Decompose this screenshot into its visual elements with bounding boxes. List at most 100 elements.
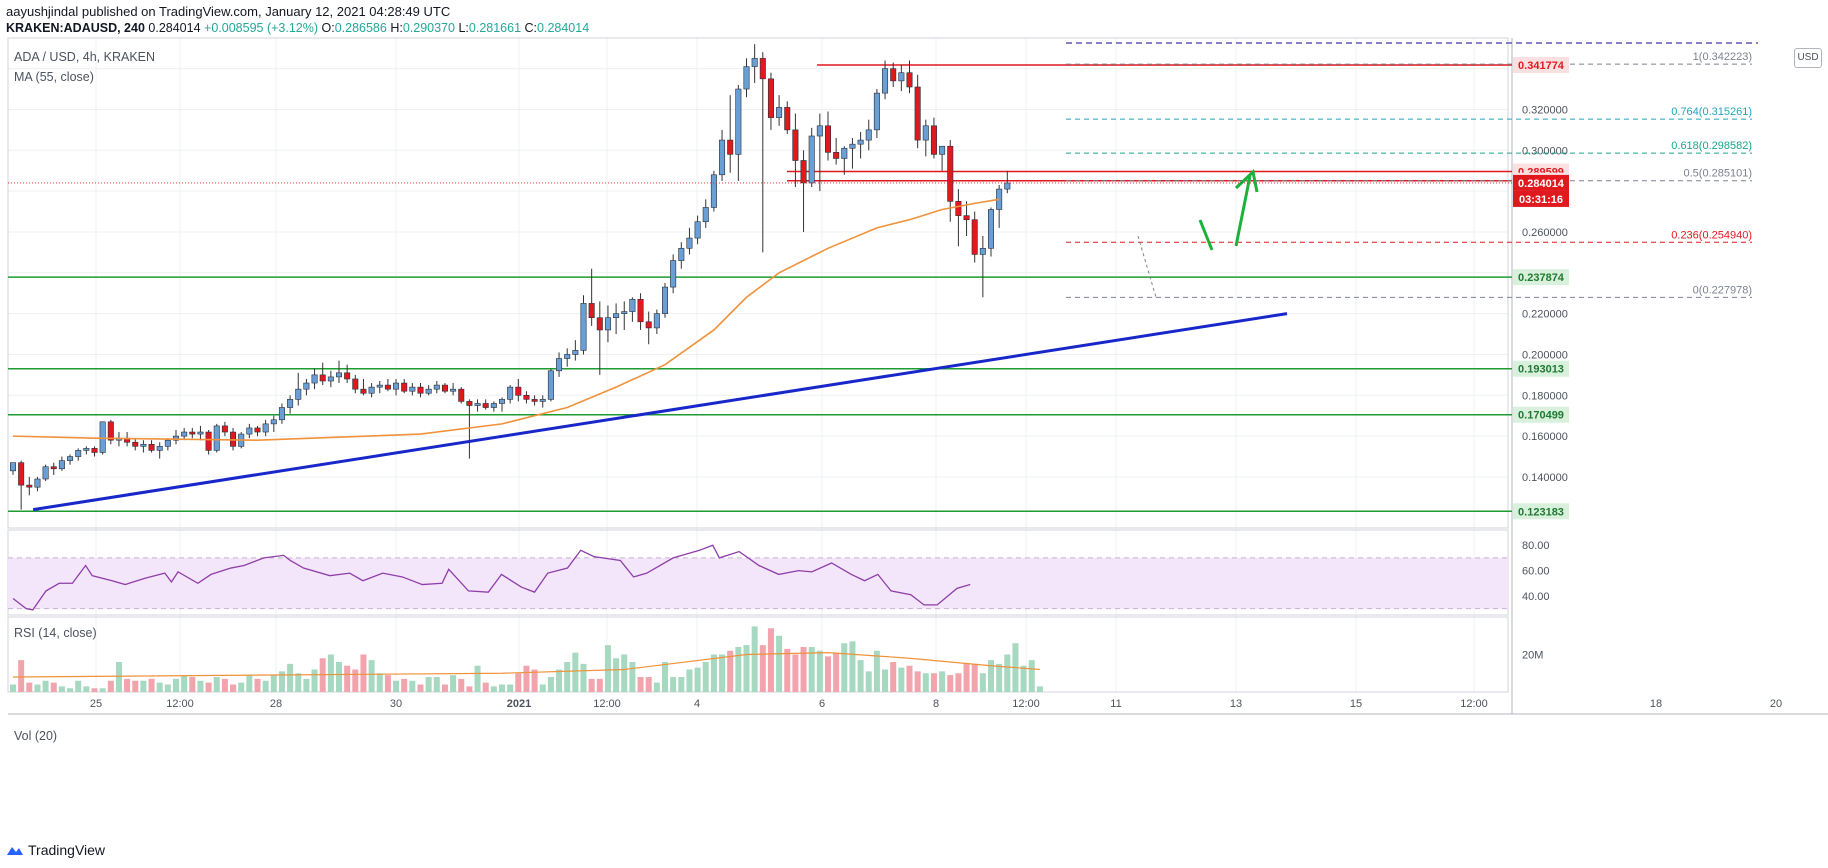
x-tick-label: 12:00 <box>593 698 621 710</box>
volume-bar <box>873 650 880 692</box>
candle-body <box>898 72 905 82</box>
volume-bar <box>865 671 872 692</box>
candle-body <box>205 431 212 451</box>
fib-label: 0.236(0.254940) <box>1671 229 1752 241</box>
volume-bar <box>205 682 212 692</box>
candle-body <box>694 221 701 239</box>
volume-bar <box>287 663 294 692</box>
y-tick-label: 0.320000 <box>1522 104 1568 116</box>
volume-bar <box>727 650 734 692</box>
rsi-tick-label: 40.00 <box>1522 591 1550 603</box>
volume-bar <box>474 665 481 692</box>
volume-bar <box>988 660 994 692</box>
volume-bar <box>849 641 856 692</box>
x-tick-label: 18 <box>1650 698 1662 710</box>
volume-bar <box>792 654 799 692</box>
y-tick-label: 0.180000 <box>1522 390 1568 402</box>
candle-body <box>254 427 261 433</box>
fib-trend-connector <box>1137 235 1157 298</box>
candle-body <box>661 286 668 314</box>
candle-body <box>719 139 726 176</box>
volume-bar <box>344 665 351 692</box>
pane-frame <box>7 616 1509 693</box>
candle-body <box>678 247 685 261</box>
candle-body <box>26 484 33 488</box>
volume-bar <box>189 677 196 692</box>
currency-button[interactable]: USD <box>1794 48 1822 68</box>
volume-bar <box>1004 654 1011 692</box>
volume-ma-line <box>12 652 1040 678</box>
ma-path <box>12 198 1000 442</box>
volume-bar <box>230 684 237 692</box>
candle-body <box>498 399 505 404</box>
last-price-tag-bg <box>1513 174 1569 191</box>
volume-bar <box>1028 660 1035 692</box>
volume-bar <box>776 635 783 692</box>
candle-body <box>458 388 465 402</box>
candle-body <box>547 370 554 400</box>
candle-body <box>246 427 253 435</box>
volume-bar <box>425 677 432 692</box>
volume-bar <box>140 680 147 692</box>
horizontal-levels <box>8 42 1758 513</box>
volume-bar <box>515 673 522 692</box>
candle-body <box>278 407 285 421</box>
footer-brand[interactable]: TradingView <box>6 842 105 858</box>
candle-body <box>751 58 758 67</box>
candle-body <box>327 376 334 382</box>
candle-body <box>433 384 440 390</box>
candle-body <box>213 425 220 451</box>
volume-bar <box>653 682 660 692</box>
candle-body <box>930 125 937 155</box>
candle-body <box>686 237 693 249</box>
candle-body <box>450 388 457 392</box>
symbol-bar: KRAKEN:ADAUSD, 240 0.284014 +0.008595 (+… <box>6 21 589 35</box>
candle-body <box>189 431 196 435</box>
volume-bar <box>336 662 342 692</box>
fib-label: 1(0.342223) <box>1693 51 1752 63</box>
volume-bar <box>10 684 16 692</box>
candle-body <box>971 219 978 255</box>
candle-body <box>914 86 921 141</box>
volume-bar <box>368 660 375 692</box>
open-label: O: <box>321 21 335 35</box>
volume-bar <box>808 647 815 692</box>
volume-bar <box>393 680 400 692</box>
volume-bar <box>311 669 318 692</box>
candle-body <box>303 382 310 390</box>
x-tick-label: 4 <box>694 698 700 710</box>
volume-bar <box>67 688 74 692</box>
rsi-tick-label: 60.00 <box>1522 566 1550 578</box>
volume-bar <box>270 675 277 692</box>
volume-bar <box>295 673 302 692</box>
candle-body <box>947 145 954 202</box>
volume-bar <box>596 678 603 692</box>
candle-body <box>955 201 962 216</box>
volume-bar <box>75 680 82 692</box>
volume-bar <box>841 643 848 692</box>
volume-bar <box>409 680 416 692</box>
candle-body <box>140 443 147 447</box>
candle-body <box>531 399 538 402</box>
candle-body <box>417 386 424 394</box>
price-tag-bg <box>1513 269 1569 286</box>
candle-body <box>653 313 660 329</box>
candle-body <box>18 462 25 486</box>
open-value: 0.286586 <box>334 21 387 35</box>
price-tag: 0.123183 <box>1518 506 1564 518</box>
volume-bar <box>743 645 750 692</box>
candle-body <box>287 399 294 408</box>
moving-average-line <box>12 198 1000 442</box>
price-tag: 0.193013 <box>1518 364 1564 376</box>
x-tick-label: 20 <box>1770 698 1782 710</box>
price-change: +0.008595 (+3.12%) <box>204 21 319 35</box>
candle-body <box>319 374 326 382</box>
volume-bar <box>604 645 611 692</box>
candle-body <box>262 423 269 433</box>
volume-bar <box>254 678 261 692</box>
volume-bar <box>26 682 33 692</box>
candle-body <box>83 448 90 451</box>
y-tick-label: 0.220000 <box>1522 309 1568 321</box>
x-tick-label: 8 <box>933 698 939 710</box>
candle-body <box>637 299 644 323</box>
